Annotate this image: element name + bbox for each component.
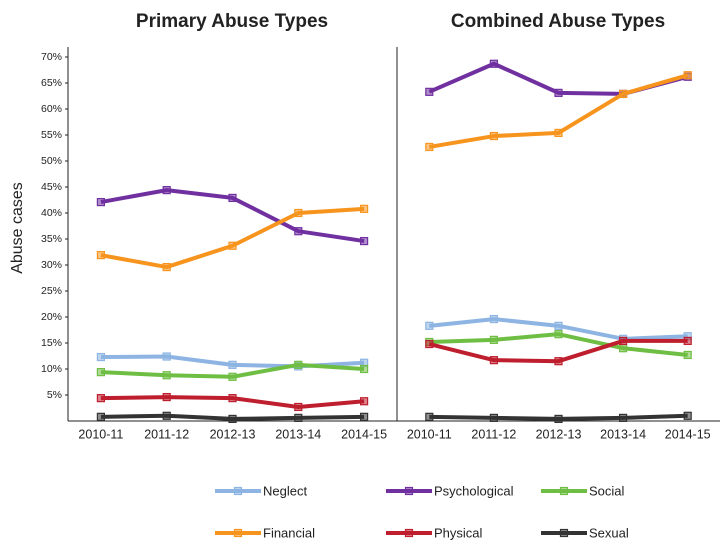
x-tick-label: 2013-14 — [275, 427, 321, 441]
marker — [554, 414, 563, 424]
legend-marker — [404, 486, 414, 496]
x-tick-label: 2010-11 — [78, 427, 123, 441]
marker — [162, 262, 171, 272]
marker — [683, 71, 692, 80]
marker — [162, 392, 171, 402]
marker — [294, 227, 303, 236]
y-tick-label: 25% — [41, 285, 62, 297]
marker — [554, 321, 563, 330]
legend-marker — [559, 486, 569, 496]
marker — [425, 321, 434, 330]
x-tick-label: 2012-13 — [536, 427, 582, 441]
marker — [294, 208, 303, 218]
marker — [228, 193, 237, 203]
marker — [554, 330, 563, 339]
marker — [489, 356, 498, 365]
marker — [96, 368, 106, 377]
marker — [96, 394, 106, 403]
legend-label: Psychological — [434, 483, 514, 498]
line — [100, 206, 365, 270]
y-tick-label: 20% — [41, 311, 62, 323]
x-tick-label: 2012-13 — [210, 427, 256, 441]
y-tick-label: 65% — [41, 77, 62, 89]
y-tick-label: 10% — [41, 363, 62, 375]
marker — [162, 186, 171, 195]
marker — [425, 412, 434, 421]
marker — [294, 402, 303, 412]
marker — [489, 413, 498, 422]
y-axis-label: Abuse cases — [9, 182, 26, 274]
legend-marker — [559, 528, 569, 538]
legend-marker — [233, 528, 243, 538]
marker — [618, 344, 628, 353]
marker — [96, 197, 106, 207]
marker — [554, 88, 563, 97]
marker — [425, 142, 434, 152]
x-tick-label: 2010-11 — [407, 427, 452, 441]
marker — [228, 394, 237, 403]
chart-title: Primary Abuse Types — [136, 11, 328, 32]
y-tick-label: 35% — [41, 233, 62, 245]
marker — [96, 251, 106, 260]
marker — [489, 131, 498, 141]
marker — [228, 360, 237, 369]
marker — [228, 414, 237, 424]
marker — [294, 360, 303, 369]
legend-label: Sexual — [589, 525, 629, 540]
marker — [489, 314, 498, 324]
marker — [228, 372, 237, 381]
chart-title: Combined Abuse Types — [451, 11, 665, 32]
marker — [618, 413, 628, 422]
marker — [683, 411, 692, 420]
y-tick-label: 15% — [41, 337, 62, 349]
x-tick-label: 2011-12 — [471, 427, 516, 441]
y-tick-label: 55% — [41, 129, 62, 141]
legend-label: Financial — [263, 525, 315, 540]
marker — [96, 352, 106, 362]
marker — [683, 336, 692, 346]
x-tick-label: 2013-14 — [600, 427, 646, 441]
y-tick-label: 30% — [41, 259, 62, 271]
x-tick-label: 2014-15 — [341, 427, 387, 441]
y-tick-label: 50% — [41, 155, 62, 167]
marker — [425, 87, 434, 96]
y-tick-label: 5% — [47, 389, 62, 401]
marker — [360, 412, 369, 421]
marker — [96, 412, 106, 421]
y-tick-label: 40% — [41, 207, 62, 219]
marker — [294, 413, 303, 422]
x-tick-label: 2014-15 — [665, 427, 711, 441]
y-tick-label: 70% — [41, 51, 62, 63]
marker — [618, 89, 628, 99]
y-tick-label: 60% — [41, 103, 62, 115]
marker — [162, 371, 171, 380]
legend-label: Neglect — [263, 483, 307, 498]
marker — [554, 357, 563, 366]
marker — [162, 411, 171, 420]
marker — [162, 352, 171, 361]
marker — [489, 335, 498, 344]
marker — [360, 364, 369, 374]
marker — [683, 350, 692, 360]
y-tick-label: 45% — [41, 181, 62, 193]
marker — [618, 336, 628, 346]
marker — [360, 236, 369, 246]
legend-marker — [404, 528, 414, 538]
marker — [360, 397, 369, 406]
marker — [554, 128, 563, 138]
legend-marker — [233, 486, 243, 496]
x-tick-label: 2011-12 — [144, 427, 189, 441]
legend-label: Physical — [434, 525, 483, 540]
marker — [489, 59, 498, 68]
legend-label: Social — [589, 483, 625, 498]
marker — [425, 339, 434, 349]
marker — [228, 241, 237, 250]
marker — [360, 204, 369, 213]
